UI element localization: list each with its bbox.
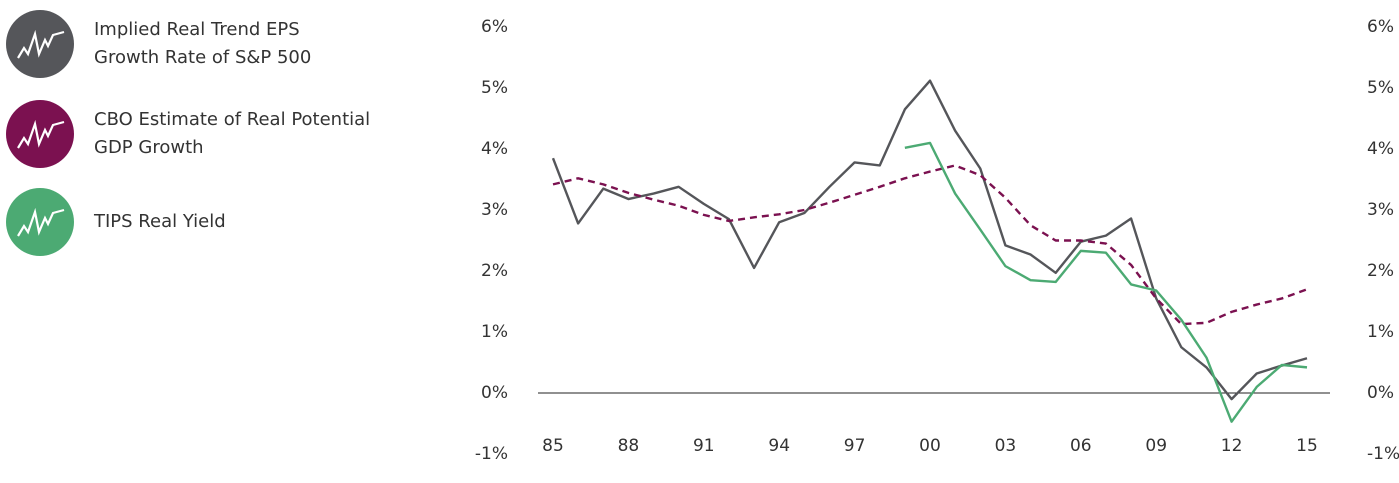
- y-tick-label: 4%: [481, 139, 508, 159]
- x-tick-label: 12: [1221, 436, 1243, 456]
- y-tick-label: 0%: [481, 383, 508, 403]
- x-tick-label: 09: [1145, 436, 1167, 456]
- legend-item: CBO Estimate of Real Potential GDP Growt…: [6, 100, 399, 168]
- legend-item: Implied Real Trend EPS Growth Rate of S&…: [6, 10, 344, 78]
- legend-item: TIPS Real Yield: [6, 188, 394, 256]
- y2-tick-label: -1%: [1367, 444, 1399, 464]
- y2-tick-label: 6%: [1367, 17, 1394, 37]
- y2-tick-label: 5%: [1367, 78, 1394, 98]
- x-tick-label: 00: [919, 436, 941, 456]
- x-tick-label: 94: [768, 436, 790, 456]
- series-line: [551, 79, 1308, 401]
- x-tick-label: 97: [844, 436, 866, 456]
- x-tick-label: 88: [618, 436, 640, 456]
- legend-icon: [6, 188, 74, 256]
- y2-tick-label: 4%: [1367, 139, 1394, 159]
- series-line: [904, 141, 1308, 423]
- y2-tick-label: 1%: [1367, 322, 1394, 342]
- x-tick-label: 06: [1070, 436, 1092, 456]
- y-tick-label: 2%: [481, 261, 508, 281]
- x-tick-label: 03: [995, 436, 1017, 456]
- y-tick-label: 6%: [481, 17, 508, 37]
- x-tick-label: 85: [542, 436, 564, 456]
- legend-label: Implied Real Trend EPS Growth Rate of S&…: [94, 19, 312, 68]
- x-tick-label: 91: [693, 436, 715, 456]
- series-line: [552, 164, 1308, 326]
- legend-icon: [6, 100, 74, 168]
- y-tick-label: -1%: [475, 444, 508, 464]
- y2-tick-label: 3%: [1367, 200, 1394, 220]
- y-tick-label: 3%: [481, 200, 508, 220]
- legend-label: CBO Estimate of Real Potential GDP Growt…: [94, 109, 371, 158]
- legend-icon: [6, 10, 74, 78]
- x-tick-label: 15: [1296, 436, 1318, 456]
- y-tick-label: 1%: [481, 322, 508, 342]
- legend-label: TIPS Real Yield: [94, 211, 226, 232]
- y2-tick-label: 0%: [1367, 383, 1394, 403]
- y-tick-label: 5%: [481, 78, 508, 98]
- y2-tick-label: 2%: [1367, 261, 1394, 281]
